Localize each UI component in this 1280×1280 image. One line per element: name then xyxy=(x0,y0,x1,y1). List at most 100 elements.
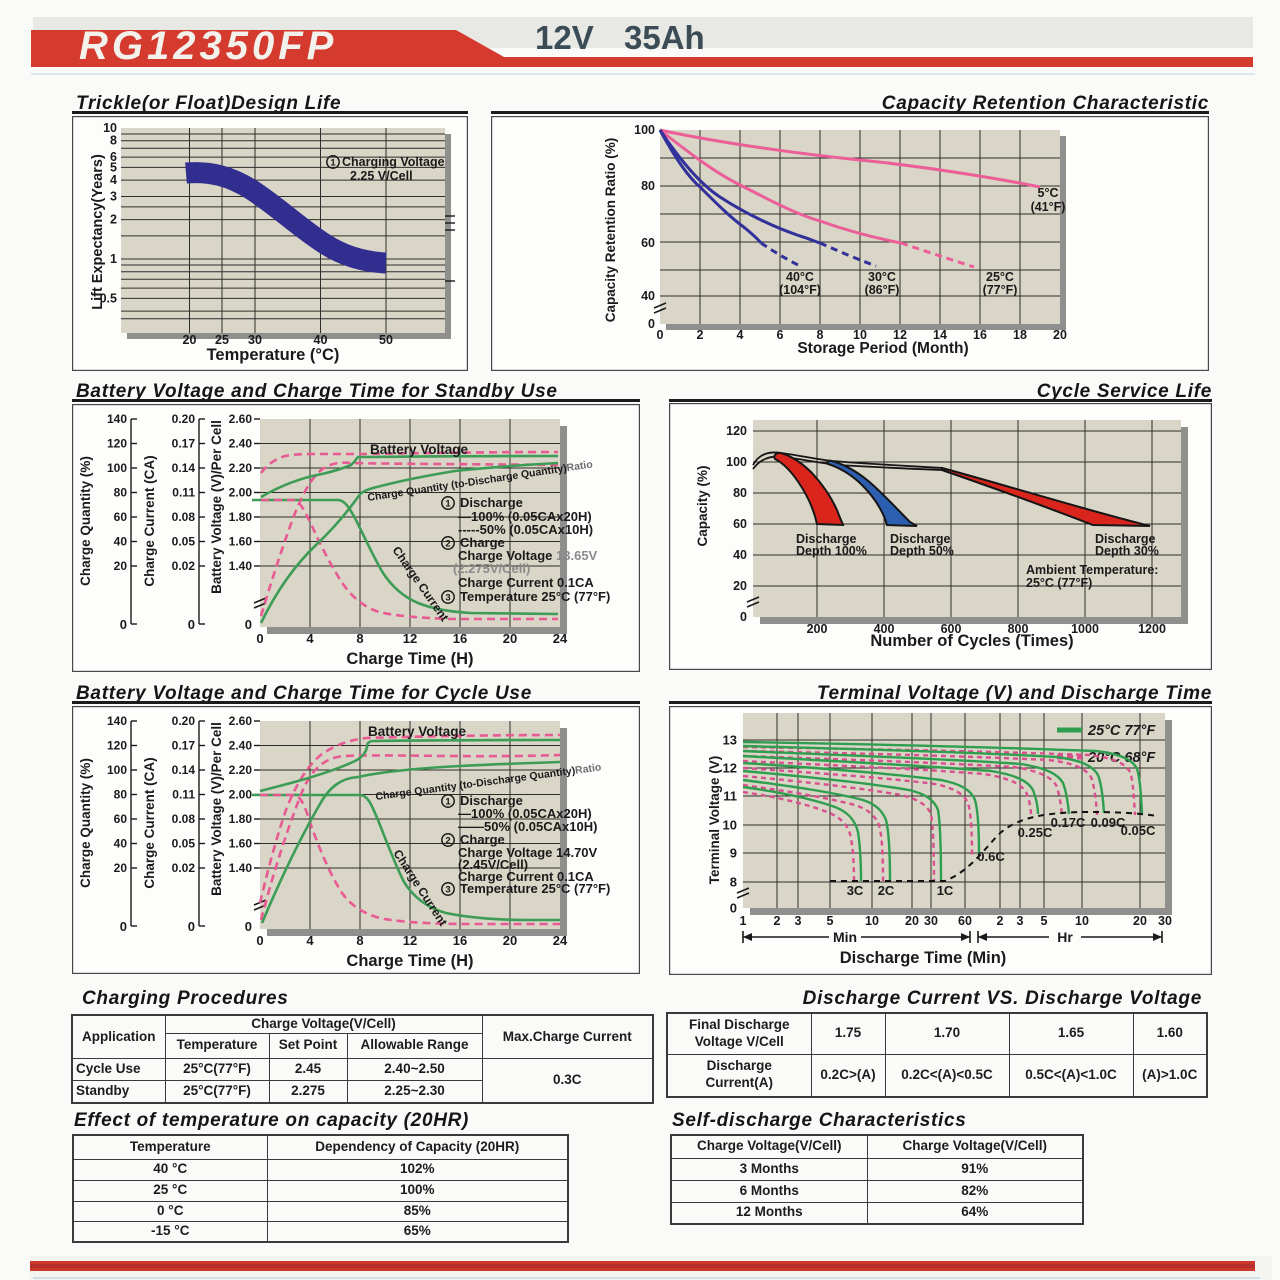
svg-text:Battery Voltage (V)/Per Cell: Battery Voltage (V)/Per Cell xyxy=(209,722,224,896)
svg-text:60: 60 xyxy=(733,517,747,531)
svg-text:Charge Current (CA): Charge Current (CA) xyxy=(142,455,157,586)
svg-text:1: 1 xyxy=(445,498,451,509)
svg-text:800: 800 xyxy=(1008,622,1029,636)
svg-text:Battery Voltage: Battery Voltage xyxy=(370,442,469,457)
svg-text:12: 12 xyxy=(403,631,417,646)
svg-text:9: 9 xyxy=(730,846,737,861)
svg-text:-----50% (0.05CAx10H): -----50% (0.05CAx10H) xyxy=(458,522,593,537)
svg-text:—100% (0.05CAx20H): —100% (0.05CAx20H) xyxy=(458,509,592,524)
svg-text:16: 16 xyxy=(453,631,467,646)
svg-text:Discharge: Discharge xyxy=(796,532,856,546)
svg-text:Charge: Charge xyxy=(460,832,505,847)
svg-text:20: 20 xyxy=(1053,328,1067,342)
svg-text:Depth 100%: Depth 100% xyxy=(796,544,867,558)
svg-text:16: 16 xyxy=(453,933,467,948)
svg-text:120: 120 xyxy=(107,437,127,451)
svg-text:600: 600 xyxy=(941,622,962,636)
svg-text:2.60: 2.60 xyxy=(229,714,253,728)
svg-text:60: 60 xyxy=(641,236,655,250)
svg-text:Charging Voltage: Charging Voltage xyxy=(342,155,445,169)
svg-text:Temperature 25°C (77°F): Temperature 25°C (77°F) xyxy=(460,881,610,896)
svg-text:0.17: 0.17 xyxy=(172,739,196,753)
svg-text:Temperature 25°C (77°F): Temperature 25°C (77°F) xyxy=(460,589,610,604)
svg-text:2: 2 xyxy=(445,835,450,846)
svg-text:20: 20 xyxy=(1133,914,1147,928)
svg-text:10: 10 xyxy=(103,121,117,135)
svg-text:3: 3 xyxy=(445,592,450,603)
svg-text:0.02: 0.02 xyxy=(172,861,196,875)
svg-text:8: 8 xyxy=(356,631,363,646)
svg-text:30: 30 xyxy=(1158,914,1172,928)
svg-text:0.20: 0.20 xyxy=(172,412,196,426)
svg-text:0.09C: 0.09C xyxy=(1091,815,1126,830)
svg-text:8: 8 xyxy=(356,933,363,948)
svg-text:0: 0 xyxy=(256,631,263,646)
svg-text:2.20: 2.20 xyxy=(229,763,253,777)
svg-text:0: 0 xyxy=(256,933,263,948)
svg-text:3: 3 xyxy=(795,914,802,928)
svg-text:0.14: 0.14 xyxy=(172,461,196,475)
svg-text:Charge Voltage 13.65V: Charge Voltage 13.65V xyxy=(458,548,598,563)
svg-text:35Ah: 35Ah xyxy=(624,19,705,56)
svg-text:0.14: 0.14 xyxy=(172,763,196,777)
svg-text:1: 1 xyxy=(110,252,117,266)
svg-text:10: 10 xyxy=(1075,914,1089,928)
svg-text:Discharge: Discharge xyxy=(460,495,523,510)
svg-text:30: 30 xyxy=(248,333,262,347)
svg-text:0.11: 0.11 xyxy=(172,788,195,802)
svg-text:RG12350FP: RG12350FP xyxy=(79,24,337,68)
svg-text:2.40: 2.40 xyxy=(229,739,253,753)
svg-text:2.00: 2.00 xyxy=(229,788,253,802)
svg-text:11: 11 xyxy=(723,789,737,804)
svg-text:40: 40 xyxy=(114,837,128,851)
svg-text:0: 0 xyxy=(730,901,737,916)
svg-text:100: 100 xyxy=(726,455,747,469)
svg-text:4: 4 xyxy=(110,173,117,187)
svg-text:(86°F): (86°F) xyxy=(865,283,900,297)
svg-text:0.08: 0.08 xyxy=(172,510,196,524)
svg-text:0.02: 0.02 xyxy=(172,559,196,573)
svg-text:80: 80 xyxy=(114,788,128,802)
svg-text:1: 1 xyxy=(740,914,747,928)
svg-text:—100% (0.05CAx20H): —100% (0.05CAx20H) xyxy=(458,806,592,821)
svg-text:80: 80 xyxy=(641,179,655,193)
svg-text:0.05: 0.05 xyxy=(172,837,196,851)
svg-text:100: 100 xyxy=(107,461,127,475)
svg-text:0.05C: 0.05C xyxy=(1121,823,1156,838)
svg-text:1.60: 1.60 xyxy=(229,837,253,851)
svg-text:5: 5 xyxy=(827,914,834,928)
svg-text:18: 18 xyxy=(1013,328,1027,342)
svg-text:40: 40 xyxy=(641,289,655,303)
svg-text:6: 6 xyxy=(777,328,784,342)
svg-text:120: 120 xyxy=(726,424,747,438)
svg-text:0: 0 xyxy=(120,919,127,934)
svg-text:2.25 V/Cell: 2.25 V/Cell xyxy=(350,169,413,183)
svg-text:20: 20 xyxy=(503,631,517,646)
svg-text:1: 1 xyxy=(445,796,451,807)
svg-text:0.08: 0.08 xyxy=(172,812,196,826)
svg-text:20: 20 xyxy=(114,559,128,573)
svg-text:60: 60 xyxy=(114,812,128,826)
svg-text:2: 2 xyxy=(445,538,450,549)
svg-text:24: 24 xyxy=(553,933,568,948)
svg-text:Charge Quantity (%): Charge Quantity (%) xyxy=(78,758,93,888)
svg-text:4: 4 xyxy=(737,328,744,342)
svg-text:Lift Expectancy(Years): Lift Expectancy(Years) xyxy=(90,154,106,310)
svg-text:20: 20 xyxy=(503,933,517,948)
svg-text:——50% (0.05CAx10H): ——50% (0.05CAx10H) xyxy=(458,819,597,834)
svg-text:40: 40 xyxy=(114,535,128,549)
svg-text:2.20: 2.20 xyxy=(229,461,253,475)
svg-text:Charge Current 0.1CA: Charge Current 0.1CA xyxy=(458,575,594,590)
svg-text:4: 4 xyxy=(306,631,314,646)
svg-text:8: 8 xyxy=(110,134,117,148)
svg-text:2C: 2C xyxy=(878,883,895,898)
svg-text:12: 12 xyxy=(723,761,737,776)
svg-text:0.25C: 0.25C xyxy=(1018,825,1053,840)
svg-text:Discharge: Discharge xyxy=(460,793,523,808)
svg-text:(104°F): (104°F) xyxy=(779,283,821,297)
svg-text:0: 0 xyxy=(120,617,127,632)
svg-text:20: 20 xyxy=(114,861,128,875)
svg-text:Ambient Temperature:: Ambient Temperature: xyxy=(1026,563,1158,577)
svg-text:2: 2 xyxy=(774,914,781,928)
svg-text:0.17: 0.17 xyxy=(172,437,196,451)
